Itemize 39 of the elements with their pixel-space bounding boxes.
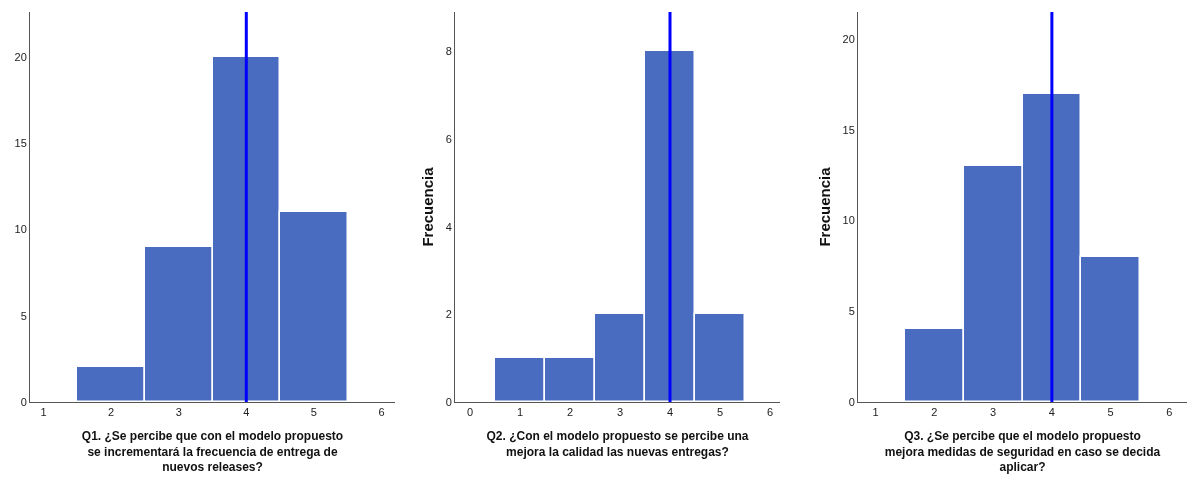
y-tick-label: 10 [842, 214, 855, 227]
x-tick-label: 2 [931, 406, 938, 419]
x-tick-label: 4 [666, 406, 674, 419]
y-tick-label: 20 [842, 33, 855, 46]
y-tick-label: 0 [20, 395, 27, 408]
y-tick-label: 0 [848, 395, 855, 408]
x-tick-label: 5 [1107, 406, 1114, 419]
x-tick-label: 0 [466, 406, 474, 419]
x-tick-label: 3 [175, 406, 182, 419]
x-tick-label: 6 [378, 406, 385, 419]
x-tick-label: 1 [516, 406, 524, 419]
x-tick-label: 4 [1048, 406, 1055, 419]
y-tick-label: 4 [445, 220, 452, 233]
x-tick-label: 1 [40, 406, 47, 419]
x-axis-title: Q1. ¿Se percibe que con el modelo propuesto se incrementará la frecuencia de entrega de nuevos releases? [81, 429, 344, 475]
x-tick-label: 3 [616, 406, 624, 419]
x-tick-label: 6 [1166, 406, 1173, 419]
x-tick-label: 4 [243, 406, 250, 419]
y-tick-label: 6 [445, 132, 452, 145]
y-tick-label: 0 [445, 395, 452, 408]
x-tick-label: 1 [872, 406, 879, 419]
x-tick-label: 2 [108, 406, 115, 419]
y-tick-label: 20 [14, 50, 27, 63]
y-tick-label: 5 [848, 305, 855, 318]
x-axis-title: Q3. ¿Se percibe que el modelo propuesto mejora medidas de seguridad en caso se decida aplicar? [884, 429, 1161, 475]
x-tick-label: 5 [716, 406, 724, 419]
x-tick-label: 3 [990, 406, 997, 419]
y-tick-label: 5 [20, 309, 27, 322]
y-tick-label: 8 [445, 45, 452, 58]
y-axis-title: Frecuencia [418, 166, 436, 247]
y-tick-label: 2 [445, 308, 452, 321]
y-tick-label: 15 [14, 137, 27, 149]
x-tick-label: 2 [566, 406, 574, 419]
y-tick-label: 15 [842, 123, 855, 136]
x-tick-label: 5 [310, 406, 317, 419]
x-axis-title: Q2. ¿Con el modelo propuesto se percibe una mejora la calidad las nuevas entregas? [486, 429, 749, 459]
y-axis-title: Frecuencia [815, 166, 833, 247]
y-tick-label: 10 [14, 223, 27, 236]
x-tick-label: 6 [766, 406, 774, 419]
